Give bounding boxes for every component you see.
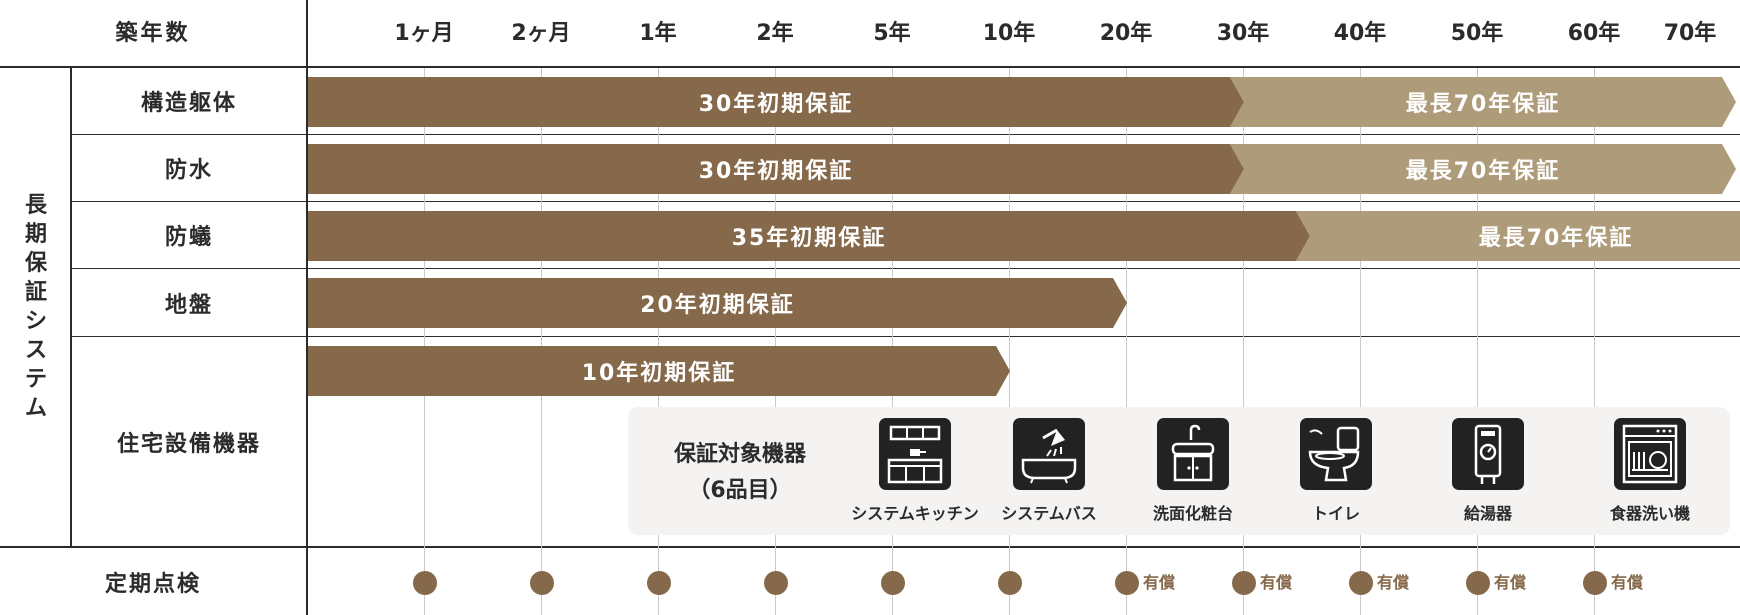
year-label-2y: 2年 (756, 21, 794, 46)
equipment-label-vanity: 洗面化粧台 (1152, 504, 1233, 523)
system-label-char: 期 (24, 222, 47, 247)
equipment-label-water-heater: 給湯器 (1463, 504, 1512, 523)
system-label-char: ム (24, 396, 47, 421)
row-label-structure: 構造躯体 (140, 91, 237, 116)
year-gridline (1360, 68, 1361, 615)
inspection-marker-paid (1466, 571, 1490, 595)
inspection-marker (530, 571, 554, 595)
water-heater-icon (1452, 418, 1524, 490)
system-label-char: 長 (24, 193, 47, 218)
row-divider (70, 336, 1740, 337)
long-term-warranty-system-label: 長期保証システム (0, 67, 72, 547)
inspection-top-line (0, 546, 1740, 548)
system-column-divider (70, 67, 72, 547)
waterproofing-initial-warranty-bar: 30年初期保証 (308, 144, 1244, 194)
waterproofing-extended-warranty-bar: 最長70年保証 (1230, 144, 1736, 194)
year-label-10y: 10年 (982, 21, 1036, 46)
system-label-char: 証 (24, 280, 47, 305)
year-label-1y: 1年 (639, 21, 677, 46)
row-label-waterproofing: 防水 (164, 158, 213, 183)
equipment-label-kitchen: システムキッチン (851, 504, 979, 523)
toilet-icon (1300, 418, 1372, 490)
termite-initial-warranty-bar: 35年初期保証 (308, 211, 1310, 261)
system-label-char: テ (24, 367, 47, 392)
covered-equipment-title: 保証対象機器 （6品目） (650, 437, 830, 509)
row-divider (70, 268, 1740, 269)
label-column-divider (306, 0, 308, 615)
dishwasher-icon (1614, 418, 1686, 490)
covered-equipment-title-line1: 保証対象機器 (673, 442, 806, 467)
equipment-label-bath: システムバス (1001, 504, 1097, 523)
structure-initial-warranty-bar: 30年初期保証 (308, 77, 1244, 127)
inspection-marker (647, 571, 671, 595)
bathtub-icon (1013, 418, 1085, 490)
paid-inspection-label: 有償 (1494, 573, 1527, 592)
system-label-char: シ (24, 309, 47, 334)
inspection-marker-paid (1115, 571, 1139, 595)
paid-inspection-label: 有償 (1611, 573, 1644, 592)
header-bottom-line (0, 66, 1740, 68)
inspection-marker-paid (1232, 571, 1256, 595)
system-label-char: 保 (24, 251, 47, 276)
year-label-5y: 5年 (873, 21, 911, 46)
inspection-marker (998, 571, 1022, 595)
header-corner-label: 築年数 (115, 21, 191, 46)
kitchen-icon (879, 418, 951, 490)
paid-inspection-label: 有償 (1143, 573, 1176, 592)
year-gridline (775, 68, 776, 615)
inspection-marker (413, 571, 437, 595)
row-divider (70, 134, 1740, 135)
year-gridline (1243, 68, 1244, 615)
equipment-initial-warranty-bar: 10年初期保証 (308, 346, 1010, 396)
year-gridline (1009, 68, 1010, 615)
year-gridline (541, 68, 542, 615)
year-label-30y: 30年 (1216, 21, 1270, 46)
paid-inspection-label: 有償 (1260, 573, 1293, 592)
vanity-icon (1157, 418, 1229, 490)
inspection-marker (764, 571, 788, 595)
inspection-marker-paid (1583, 571, 1607, 595)
year-label-2m: 2ヶ月 (511, 21, 571, 46)
year-gridline (892, 68, 893, 615)
year-label-70y: 70年 (1663, 21, 1717, 46)
row-label-equipment: 住宅設備機器 (116, 431, 261, 457)
year-label-60y: 60年 (1567, 21, 1621, 46)
structure-extended-warranty-bar: 最長70年保証 (1230, 77, 1736, 127)
year-gridline (1477, 68, 1478, 615)
year-label-1m: 1ヶ月 (394, 21, 454, 46)
year-label-50y: 50年 (1450, 21, 1504, 46)
year-gridline (424, 68, 425, 615)
termite-extended-warranty-bar: 最長70年保証 (1296, 211, 1740, 261)
year-label-20y: 20年 (1099, 21, 1153, 46)
paid-inspection-label: 有償 (1377, 573, 1410, 592)
inspection-marker (881, 571, 905, 595)
row-label-inspection: 定期点検 (104, 571, 201, 597)
system-label-char: ス (24, 338, 47, 363)
row-label-termite: 防蟻 (164, 225, 213, 250)
ground-initial-warranty-bar: 20年初期保証 (308, 278, 1127, 328)
equipment-label-toilet: トイレ (1311, 504, 1360, 523)
inspection-marker-paid (1349, 571, 1373, 595)
year-gridline (658, 68, 659, 615)
year-gridline (1126, 68, 1127, 615)
year-label-40y: 40年 (1333, 21, 1387, 46)
equipment-label-dishwasher: 食器洗い機 (1609, 504, 1690, 523)
row-label-ground: 地盤 (164, 292, 213, 318)
year-gridline (1594, 68, 1595, 615)
row-divider (70, 201, 1740, 202)
covered-equipment-count: （6品目） (688, 478, 792, 503)
